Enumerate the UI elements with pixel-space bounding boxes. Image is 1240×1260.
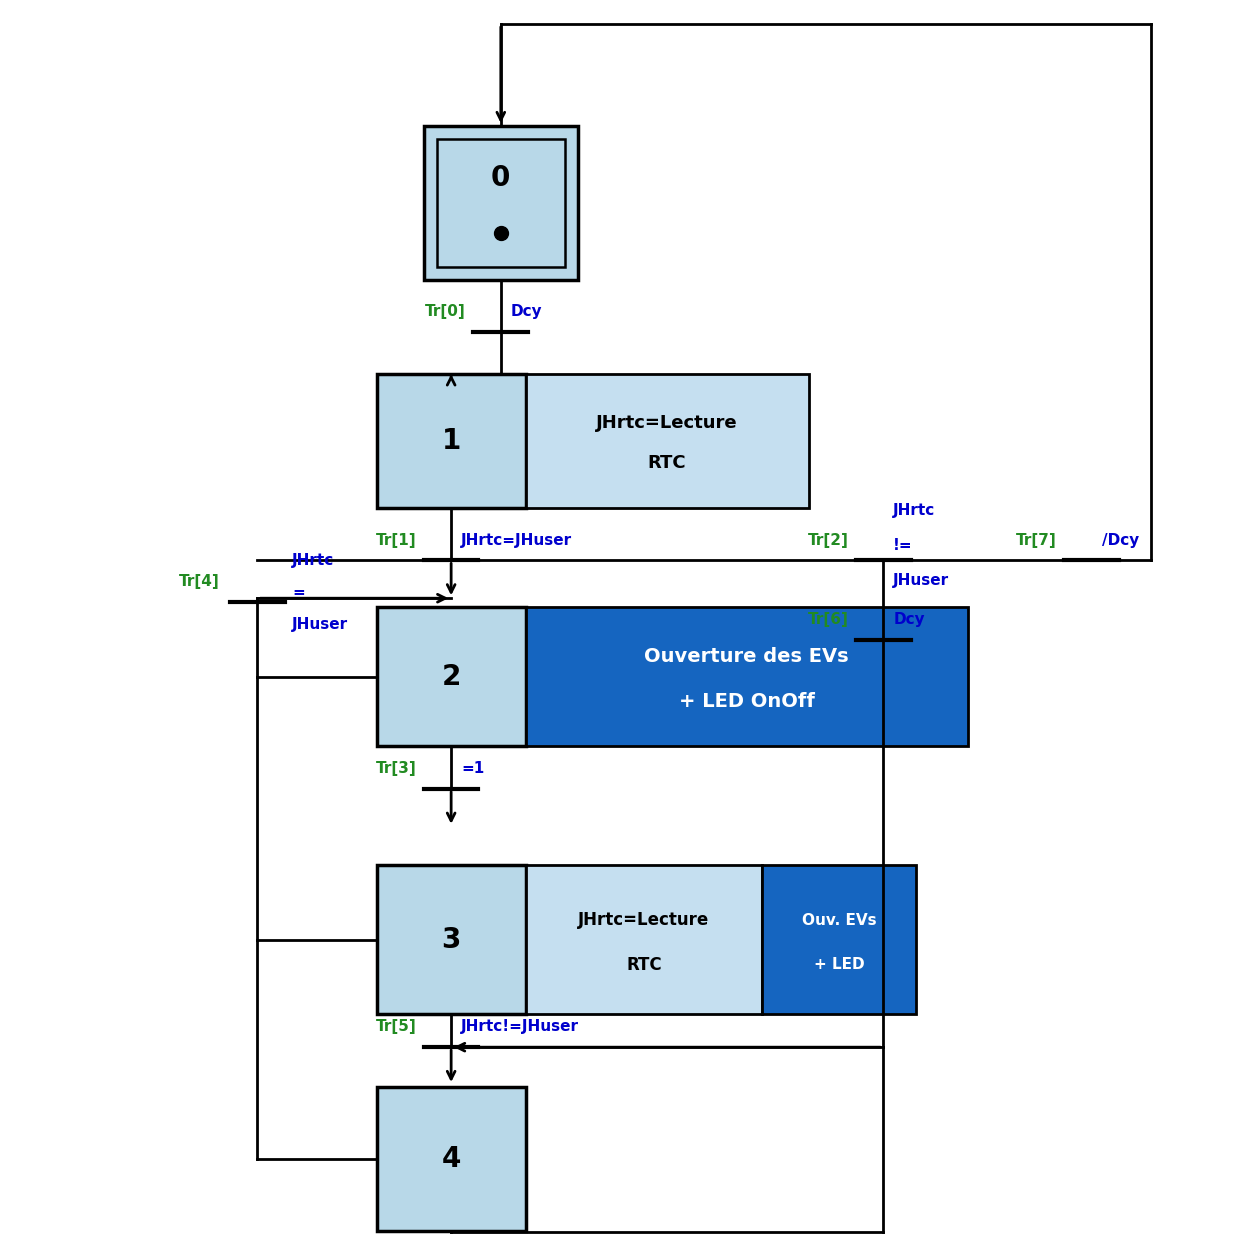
Text: Tr[6]: Tr[6] — [807, 612, 848, 627]
Text: Tr[1]: Tr[1] — [376, 533, 417, 548]
Text: JHuser: JHuser — [293, 616, 348, 631]
FancyBboxPatch shape — [526, 374, 808, 508]
FancyBboxPatch shape — [377, 374, 526, 508]
FancyBboxPatch shape — [436, 139, 565, 267]
FancyBboxPatch shape — [526, 866, 763, 1014]
Text: Tr[2]: Tr[2] — [807, 533, 848, 548]
Text: =1: =1 — [461, 761, 485, 776]
Text: JHrtc=Lecture: JHrtc=Lecture — [578, 911, 709, 929]
FancyBboxPatch shape — [763, 866, 916, 1014]
Text: Tr[5]: Tr[5] — [376, 1019, 417, 1034]
FancyBboxPatch shape — [424, 126, 578, 280]
FancyBboxPatch shape — [377, 1087, 526, 1231]
Text: 2: 2 — [441, 663, 461, 690]
Text: =: = — [293, 585, 305, 600]
Text: Tr[7]: Tr[7] — [1017, 533, 1056, 548]
Text: JHrtc!=JHuser: JHrtc!=JHuser — [461, 1019, 579, 1034]
Text: Ouv. EVs: Ouv. EVs — [802, 912, 877, 927]
Text: Ouverture des EVs: Ouverture des EVs — [645, 648, 849, 667]
FancyBboxPatch shape — [377, 607, 526, 746]
Text: JHuser: JHuser — [893, 573, 950, 588]
Text: JHrtc=Lecture: JHrtc=Lecture — [596, 415, 738, 432]
Text: + LED: + LED — [813, 958, 864, 973]
Text: RTC: RTC — [647, 454, 687, 472]
Text: 4: 4 — [441, 1145, 461, 1173]
Text: JHrtc=JHuser: JHrtc=JHuser — [461, 533, 572, 548]
Text: 1: 1 — [441, 427, 461, 455]
Text: Tr[0]: Tr[0] — [425, 304, 466, 319]
Text: !=: != — [893, 538, 913, 553]
Text: Dcy: Dcy — [893, 612, 925, 627]
FancyBboxPatch shape — [526, 607, 967, 746]
Text: Dcy: Dcy — [511, 304, 542, 319]
Text: + LED OnOff: + LED OnOff — [678, 692, 815, 711]
Text: /Dcy: /Dcy — [1102, 533, 1140, 548]
Text: Tr[3]: Tr[3] — [376, 761, 417, 776]
FancyBboxPatch shape — [377, 866, 526, 1014]
Text: 3: 3 — [441, 926, 461, 954]
Text: JHrtc: JHrtc — [893, 503, 935, 518]
Text: 0: 0 — [491, 164, 511, 192]
Text: Tr[4]: Tr[4] — [179, 575, 219, 590]
Text: JHrtc: JHrtc — [293, 553, 335, 568]
Text: RTC: RTC — [626, 956, 662, 974]
